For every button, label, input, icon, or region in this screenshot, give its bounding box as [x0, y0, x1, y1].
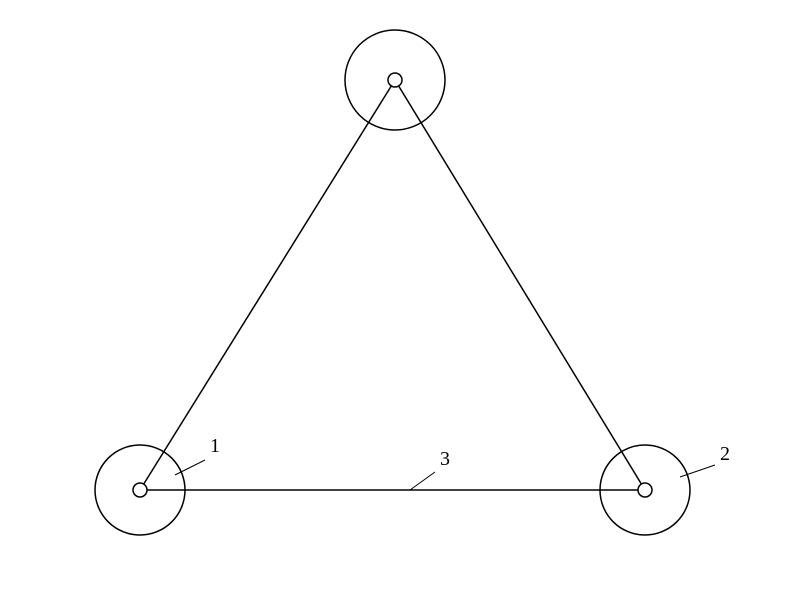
callout-label-1: 1 [210, 435, 220, 458]
callout-label-2: 2 [720, 443, 730, 466]
node-inner-circle [638, 483, 652, 497]
callout-leader [410, 472, 435, 490]
edge [395, 80, 645, 490]
triangle-diagram [0, 0, 800, 609]
node-inner-circle [388, 73, 402, 87]
node-inner-circle [133, 483, 147, 497]
edge [140, 80, 395, 490]
callout-label-3: 3 [440, 448, 450, 471]
